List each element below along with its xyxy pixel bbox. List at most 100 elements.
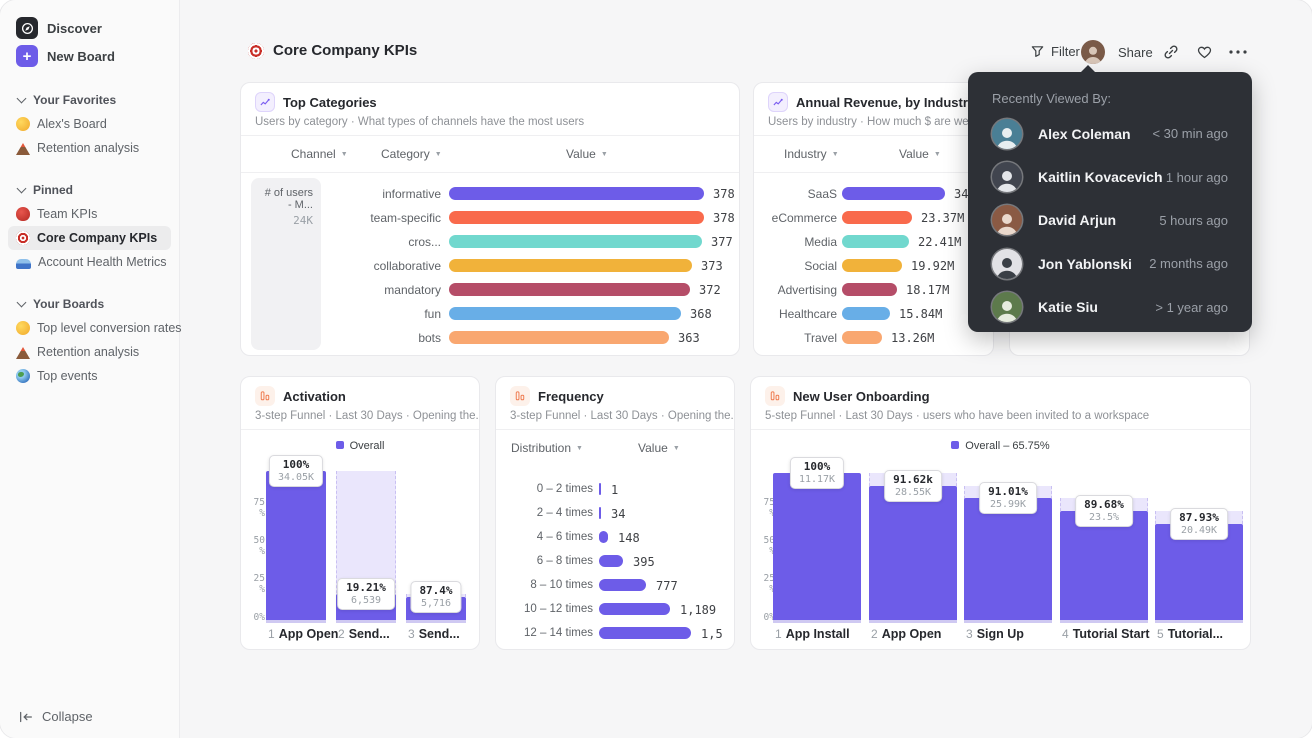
chart-legend[interactable]: Overall bbox=[241, 440, 479, 452]
collapse-label: Collapse bbox=[42, 709, 93, 724]
bar[interactable] bbox=[449, 307, 681, 320]
favorite-button[interactable] bbox=[1196, 44, 1213, 60]
funnel-bar[interactable] bbox=[773, 473, 861, 623]
column-header-category[interactable]: Category ▼ bbox=[381, 147, 442, 161]
step-name: App Open bbox=[881, 627, 942, 641]
bar-row: Healthcare 15.84M bbox=[754, 306, 993, 322]
card-frequency: Frequency 3-step Funnel · Last 30 Days ·… bbox=[495, 376, 735, 650]
chevron-down-icon bbox=[16, 183, 27, 194]
bar[interactable] bbox=[449, 331, 669, 344]
bar-row: cros... 377 bbox=[241, 234, 739, 250]
bar-row: Advertising 18.17M bbox=[754, 282, 993, 298]
funnel-bar[interactable] bbox=[869, 485, 957, 623]
sidebar-item-core-company-kpis[interactable]: Core Company KPIs bbox=[8, 226, 171, 250]
group-label: # of users - M... bbox=[264, 187, 313, 211]
funnel-bar[interactable] bbox=[266, 471, 326, 623]
sort-caret-icon: ▼ bbox=[672, 445, 680, 452]
sidebar-item-label: Team KPIs bbox=[37, 207, 98, 221]
sidebar-section-header[interactable]: Your Boards bbox=[0, 292, 179, 316]
bar[interactable] bbox=[842, 307, 890, 320]
filter-button[interactable]: Filter bbox=[1030, 44, 1080, 59]
bar[interactable] bbox=[842, 259, 902, 272]
bar[interactable] bbox=[599, 627, 691, 639]
bar[interactable] bbox=[599, 531, 608, 543]
sidebar-sections: Your Favorites Alex's Board Retention anal… bbox=[0, 88, 182, 388]
bar[interactable] bbox=[842, 331, 882, 344]
bar[interactable] bbox=[449, 211, 704, 224]
card-header: New User Onboarding 5-step Funnel · Last… bbox=[751, 377, 1250, 430]
bar[interactable] bbox=[599, 579, 646, 591]
bar-value: 18.17M bbox=[906, 283, 950, 297]
user-avatar[interactable] bbox=[1081, 40, 1105, 64]
card-header: Frequency 3-step Funnel · Last 30 Days ·… bbox=[496, 377, 734, 430]
y-axis-tick: 50% bbox=[763, 535, 775, 557]
viewer-name: David Arjun bbox=[1038, 212, 1117, 229]
bar[interactable] bbox=[842, 187, 945, 200]
share-button[interactable]: Share bbox=[1118, 45, 1153, 60]
volcano-emoji bbox=[16, 347, 30, 359]
bar[interactable] bbox=[599, 483, 601, 495]
step-name: Sign Up bbox=[976, 627, 1024, 641]
sidebar-item-alex-s-board[interactable]: Alex's Board bbox=[8, 112, 171, 136]
sidebar-item-team-kpis[interactable]: Team KPIs bbox=[8, 202, 171, 226]
column-header-distribution[interactable]: Distribution ▼ bbox=[511, 441, 583, 455]
card-title[interactable]: Top Categories bbox=[283, 94, 377, 110]
card-title[interactable]: New User Onboarding bbox=[793, 388, 930, 404]
sidebar-item-new-board[interactable]: + New Board bbox=[0, 42, 179, 70]
funnel-bar[interactable] bbox=[1155, 524, 1243, 623]
bar-value: 1,189 bbox=[680, 603, 717, 617]
bar-label: cros... bbox=[408, 235, 441, 249]
sidebar-item-discover[interactable]: Discover bbox=[0, 14, 179, 42]
bar-row: Media 22.41M bbox=[754, 234, 993, 250]
step-number: 4 bbox=[1062, 627, 1069, 641]
column-header-value[interactable]: Value ▼ bbox=[899, 147, 941, 161]
bar-value: 148 bbox=[618, 531, 640, 545]
tooltip-percent: 87.4% bbox=[419, 584, 453, 598]
sidebar-item-label: Alex's Board bbox=[37, 117, 107, 131]
card-header: Annual Revenue, by Industry Users by ind… bbox=[754, 83, 993, 136]
viewer-list: Alex Coleman < 30 min ago Kaitlin Kovacevi… bbox=[968, 112, 1252, 329]
card-title[interactable]: Activation bbox=[283, 388, 346, 404]
card-title[interactable]: Frequency bbox=[538, 388, 604, 404]
column-header-channel[interactable]: Channel ▼ bbox=[291, 147, 348, 161]
more-options-button[interactable] bbox=[1228, 48, 1248, 56]
bar[interactable] bbox=[449, 235, 702, 248]
sidebar-section-header[interactable]: Pinned bbox=[0, 178, 179, 202]
bar[interactable] bbox=[599, 603, 670, 615]
funnel-bar[interactable] bbox=[964, 497, 1052, 623]
column-header-value[interactable]: Value ▼ bbox=[638, 441, 680, 455]
card-title[interactable]: Annual Revenue, by Industry bbox=[796, 94, 976, 110]
collapse-button[interactable]: Collapse bbox=[0, 695, 179, 738]
bar[interactable] bbox=[599, 507, 601, 519]
bar[interactable] bbox=[842, 355, 880, 356]
funnel-bar[interactable] bbox=[1060, 510, 1148, 623]
bar[interactable] bbox=[842, 283, 897, 296]
target-emoji-icon bbox=[248, 42, 264, 59]
bar[interactable] bbox=[449, 283, 690, 296]
bar[interactable] bbox=[599, 555, 623, 567]
sidebar-item-top-level-conversion-rates[interactable]: Top level conversion rates bbox=[8, 316, 182, 340]
column-header-industry[interactable]: Industry ▼ bbox=[784, 147, 839, 161]
bar[interactable] bbox=[449, 259, 692, 272]
sidebar-item-retention-analysis[interactable]: Retention analysis bbox=[8, 136, 171, 160]
sidebar-section-header[interactable]: Your Favorites bbox=[0, 88, 179, 112]
chart-legend[interactable]: Overall – 65.75% bbox=[751, 440, 1250, 452]
sidebar-item-account-health-metrics[interactable]: Account Health Metrics bbox=[8, 250, 171, 274]
viewer-name: Kaitlin Kovacevich bbox=[1038, 169, 1163, 186]
bar[interactable] bbox=[449, 187, 704, 200]
bar-label: Media bbox=[804, 235, 837, 249]
y-axis-tick: 75% bbox=[253, 497, 265, 519]
bar[interactable] bbox=[842, 211, 912, 224]
y-axis-tick: 25% bbox=[763, 573, 775, 595]
sidebar-item-retention-analysis[interactable]: Retention analysis bbox=[8, 340, 171, 364]
bar[interactable] bbox=[842, 235, 909, 248]
line-chart-icon bbox=[768, 92, 788, 112]
bar-label: mandatory bbox=[384, 283, 441, 297]
sidebar-item-top-events[interactable]: Top events bbox=[8, 364, 171, 388]
column-header-value[interactable]: Value ▼ bbox=[566, 147, 608, 161]
copy-link-button[interactable] bbox=[1163, 44, 1179, 60]
x-axis-label: 3 Sign Up bbox=[966, 627, 1024, 641]
table-header: Industry ▼ Value ▼ bbox=[754, 136, 993, 173]
funnel-tooltip: 87.93% 20.49K bbox=[1170, 508, 1228, 541]
sort-caret-icon: ▼ bbox=[340, 151, 348, 158]
